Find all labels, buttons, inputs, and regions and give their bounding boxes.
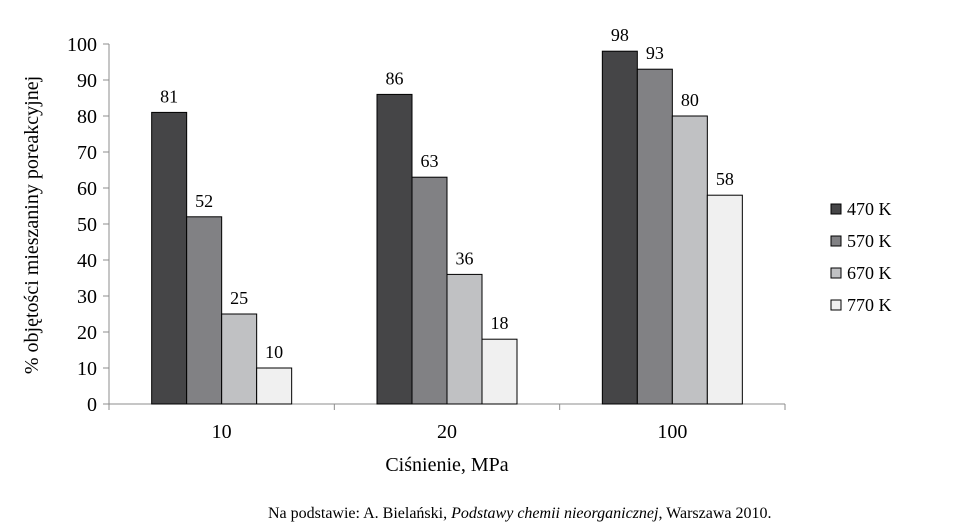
bar xyxy=(446,273,483,405)
source-suffix: , Warszawa 2010. xyxy=(658,505,772,522)
legend-label: 770 K xyxy=(847,295,892,315)
bar xyxy=(256,367,293,405)
bar xyxy=(636,68,673,405)
bar-value-label: 98 xyxy=(611,25,629,45)
legend-label: 470 K xyxy=(847,199,892,219)
y-axis-label: % objętości mieszaniny poreakcyjnej xyxy=(21,76,43,374)
y-tick-label: 90 xyxy=(77,70,97,92)
source-book-title: Podstawy chemii nieorganicznej xyxy=(451,505,659,522)
x-tick-label: 20 xyxy=(437,421,457,443)
bar-value-label: 52 xyxy=(195,191,213,211)
bar-value-label: 80 xyxy=(681,90,699,110)
bar xyxy=(411,176,448,405)
bar xyxy=(706,194,743,405)
y-tick-label: 0 xyxy=(87,394,97,416)
bar-value-label: 18 xyxy=(491,313,509,333)
bar xyxy=(376,93,413,405)
bar-value-label: 63 xyxy=(421,151,439,171)
y-tick-label: 80 xyxy=(77,106,97,128)
bar xyxy=(151,111,188,405)
y-tick-label: 50 xyxy=(77,214,97,236)
bar xyxy=(671,115,708,405)
x-axis: 10 20 100 xyxy=(108,403,786,443)
y-tick-label: 100 xyxy=(67,34,97,56)
y-tick-label: 40 xyxy=(77,250,97,272)
legend-swatch xyxy=(830,267,842,279)
bar-value-label: 86 xyxy=(386,68,404,88)
bars xyxy=(151,50,743,405)
y-tick-label: 10 xyxy=(77,358,97,380)
legend-label: 670 K xyxy=(847,263,892,283)
source-note: Na podstawie: A. Bielański, Podstawy che… xyxy=(268,505,772,523)
y-tick-label: 20 xyxy=(77,322,97,344)
legend-swatch xyxy=(830,203,842,215)
y-axis: 0 10 20 30 40 50 60 70 80 90 100 xyxy=(67,34,110,416)
bar xyxy=(481,338,518,405)
bar-value-label: 25 xyxy=(230,288,248,308)
bar xyxy=(186,216,223,405)
bar xyxy=(221,313,258,405)
bar-value-label: 36 xyxy=(456,248,474,268)
bar-value-label: 93 xyxy=(646,43,664,63)
bar-value-label: 81 xyxy=(160,86,178,106)
x-tick-label: 100 xyxy=(657,421,687,443)
bar-labels: 81 52 25 10 86 63 36 18 98 93 80 58 xyxy=(160,25,734,362)
legend: 470 K 570 K 670 K 770 K xyxy=(830,199,892,315)
x-axis-label: Ciśnienie, MPa xyxy=(385,454,508,476)
bar-value-label: 58 xyxy=(716,169,734,189)
x-tick-label: 10 xyxy=(212,421,232,443)
bar xyxy=(601,50,638,405)
legend-swatch xyxy=(830,299,842,311)
legend-label: 570 K xyxy=(847,231,892,251)
y-tick-label: 30 xyxy=(77,286,97,308)
legend-swatch xyxy=(830,235,842,247)
y-tick-label: 60 xyxy=(77,178,97,200)
bar-value-label: 10 xyxy=(265,342,283,362)
source-prefix: Na podstawie: A. Bielański, xyxy=(268,505,452,522)
y-tick-label: 70 xyxy=(77,142,97,164)
